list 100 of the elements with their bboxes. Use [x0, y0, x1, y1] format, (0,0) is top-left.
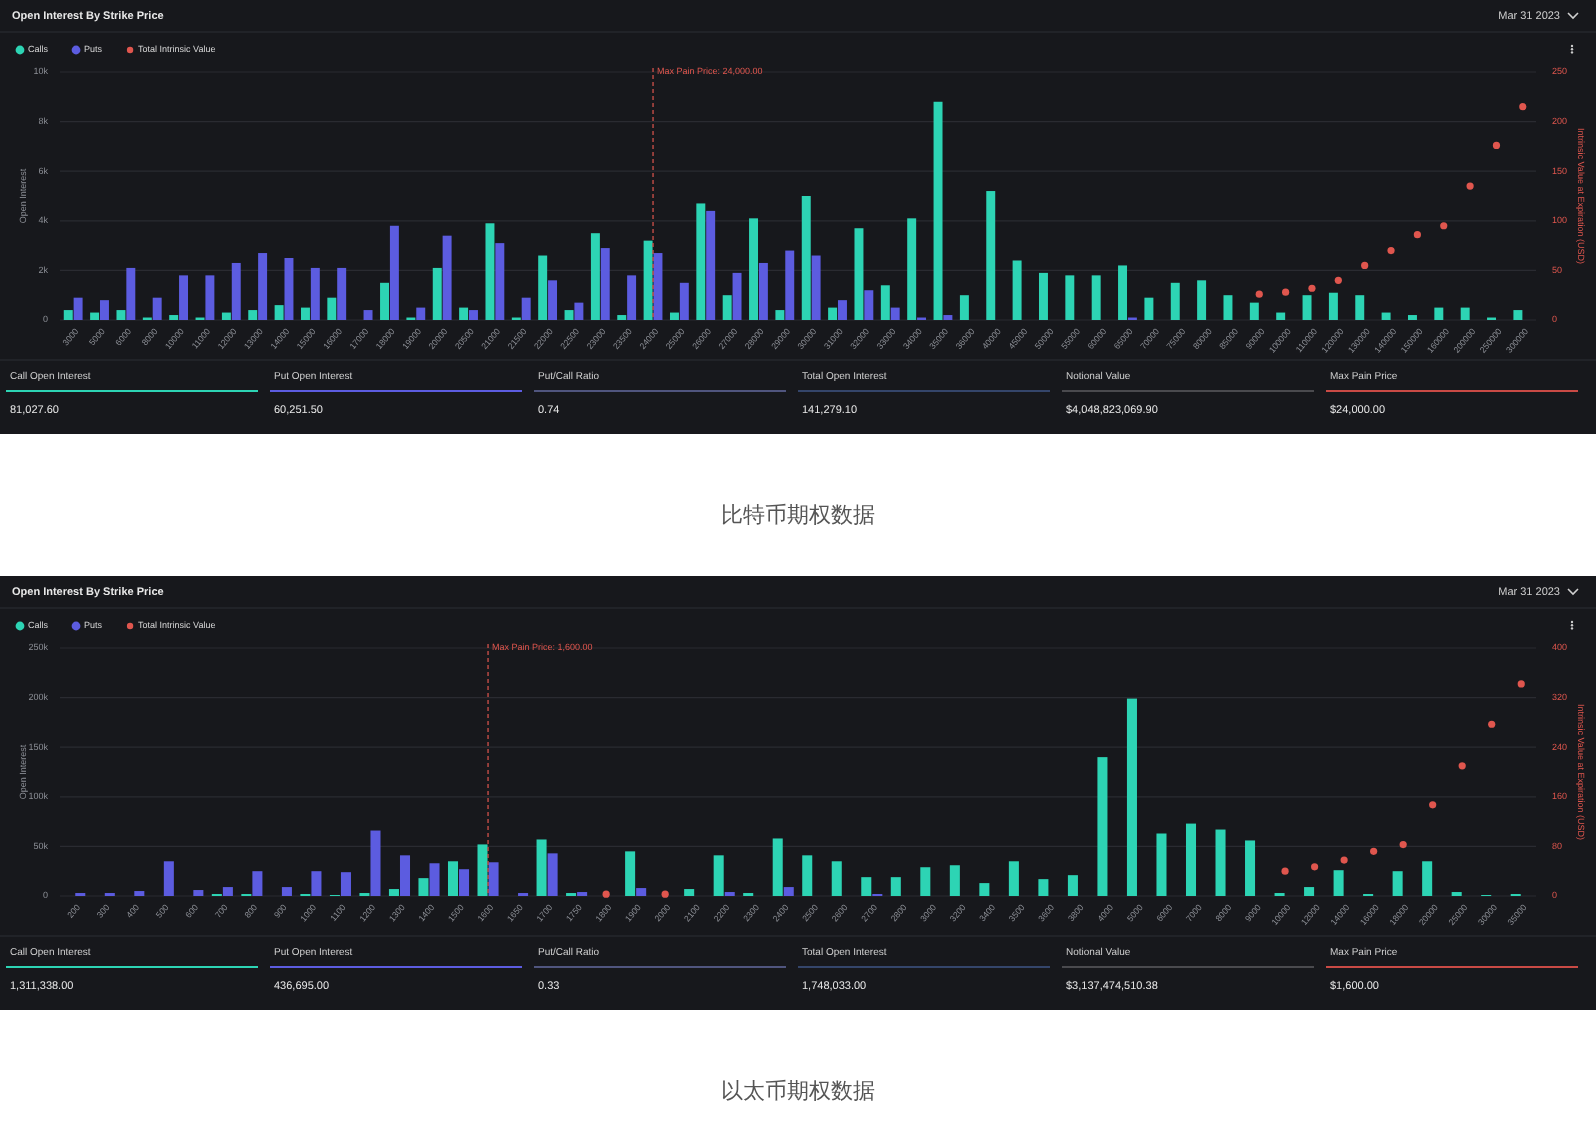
bar — [653, 253, 663, 320]
bar — [429, 863, 440, 896]
bar — [459, 307, 469, 320]
bar — [590, 233, 600, 320]
bar — [959, 295, 969, 320]
bar — [521, 297, 531, 320]
bar — [785, 250, 795, 320]
bar — [152, 297, 162, 320]
bar — [311, 871, 322, 896]
bar — [811, 255, 821, 320]
bar — [1249, 302, 1259, 320]
bar — [1328, 292, 1338, 320]
bar — [1118, 265, 1128, 320]
bar — [890, 877, 901, 896]
bar — [1381, 312, 1391, 320]
point — [1413, 231, 1421, 239]
bar — [861, 877, 872, 896]
bar — [548, 280, 558, 320]
bar — [772, 838, 783, 896]
bar — [828, 307, 838, 320]
bar — [281, 887, 292, 896]
bar — [713, 855, 724, 896]
bar — [1245, 840, 1256, 896]
bar — [706, 210, 716, 320]
bar — [775, 310, 785, 320]
bar — [933, 101, 943, 320]
bar — [73, 297, 83, 320]
point — [1282, 288, 1290, 296]
bar — [63, 310, 73, 320]
bar — [459, 869, 470, 896]
bar — [179, 275, 189, 320]
bar — [222, 887, 233, 896]
bar — [732, 272, 742, 320]
bar — [258, 253, 268, 320]
bar — [116, 310, 126, 320]
bar — [669, 312, 679, 320]
bar — [284, 258, 294, 320]
bar — [684, 889, 695, 896]
bar — [802, 855, 813, 896]
bar — [477, 844, 488, 896]
bar — [1215, 829, 1226, 896]
bar — [831, 861, 842, 896]
bar — [99, 300, 109, 320]
bar — [538, 255, 548, 320]
bar — [986, 191, 996, 320]
bar — [90, 312, 100, 320]
point — [1281, 867, 1289, 875]
bar — [890, 307, 900, 320]
point — [1440, 222, 1448, 230]
bar — [643, 240, 653, 320]
bar — [1185, 823, 1197, 896]
bar — [801, 196, 811, 320]
bar — [337, 267, 347, 320]
bar — [1126, 698, 1137, 896]
bar — [399, 855, 411, 896]
bar — [432, 267, 442, 320]
bar — [1304, 887, 1315, 896]
point — [1399, 840, 1407, 849]
bar — [574, 302, 584, 320]
bar — [248, 310, 258, 320]
bar — [488, 862, 499, 896]
text: 比特币期权数据 — [721, 501, 875, 528]
bar — [864, 290, 874, 320]
bar — [310, 267, 320, 320]
bar — [920, 867, 931, 896]
bar — [600, 248, 610, 320]
point — [1340, 856, 1348, 864]
point — [1387, 246, 1395, 255]
bar — [252, 871, 263, 896]
bar — [370, 830, 381, 896]
bar — [1038, 879, 1049, 896]
bar — [696, 203, 706, 320]
bar — [547, 853, 558, 896]
bar — [1012, 260, 1022, 320]
point — [1370, 847, 1378, 855]
point — [661, 890, 669, 898]
bar — [1276, 312, 1286, 320]
bar — [163, 861, 174, 896]
point — [1492, 141, 1501, 150]
bar — [758, 262, 768, 320]
point — [1311, 863, 1319, 871]
bar — [1223, 295, 1233, 320]
bar — [880, 285, 890, 320]
bar — [442, 235, 452, 320]
bar — [380, 282, 390, 320]
bar — [1091, 275, 1101, 320]
bar — [627, 275, 637, 320]
bar — [1422, 861, 1433, 896]
bar — [447, 861, 459, 896]
bar — [1434, 307, 1444, 320]
text: 以太币期权数据 — [721, 1077, 875, 1104]
bar — [625, 851, 636, 896]
bar — [1197, 280, 1207, 320]
bar — [979, 883, 990, 896]
bar — [1460, 307, 1470, 320]
bar — [949, 865, 960, 896]
bar — [388, 889, 399, 896]
bar — [1302, 295, 1312, 320]
bar — [1355, 295, 1365, 320]
bar — [205, 275, 215, 320]
